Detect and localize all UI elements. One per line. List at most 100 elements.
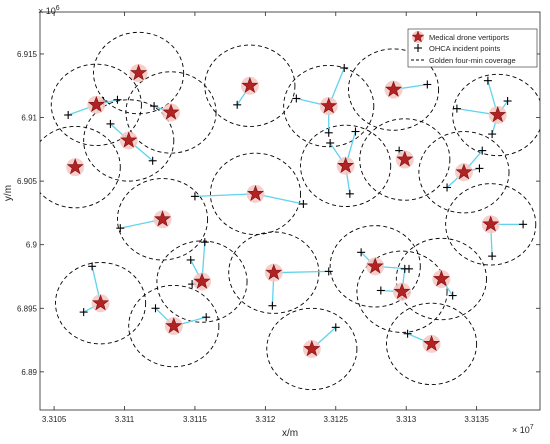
coverage-circle-24	[386, 302, 478, 386]
vertiport-star-4	[119, 131, 138, 150]
incident-marker-23-1	[331, 323, 340, 332]
vertiport-star-24	[422, 334, 441, 353]
x-tick-label-1: 3.3105	[42, 415, 67, 424]
incident-marker-7-1	[292, 94, 301, 103]
incident-marker-10-2	[351, 127, 360, 136]
x-tick-label-4: 3.312	[255, 415, 276, 424]
coverage-circle-2	[50, 63, 142, 146]
incident-marker-17-2	[268, 301, 277, 310]
coverage-circle-22	[128, 284, 220, 368]
incident-marker-9-4	[488, 130, 497, 139]
x-tick-label-6: 3.313	[396, 415, 417, 424]
coverage-circle-16	[156, 240, 248, 323]
coverage-circle-19	[356, 250, 448, 333]
incident-marker-16-2	[186, 255, 195, 264]
vertiport-star-16	[192, 272, 211, 291]
incident-marker-8-1	[423, 80, 432, 89]
incident-marker-19-2	[400, 264, 409, 273]
coverage-circle-4	[83, 99, 175, 182]
vertiport-star-13	[246, 184, 265, 203]
incident-marker-2-3	[113, 95, 122, 104]
incident-marker-17-1	[324, 267, 333, 276]
x-tick-label-5: 3.3125	[324, 415, 349, 424]
incident-marker-13-1	[190, 192, 199, 201]
legend-vertiport-marker	[411, 30, 425, 43]
coverage-circle-13	[209, 152, 302, 235]
incident-marker-16-1	[200, 238, 209, 247]
legend-label-incidents: OHCA incident points	[429, 44, 501, 53]
vertiport-star-11	[395, 150, 414, 169]
vertiport-star-15	[481, 215, 500, 234]
coverage-circle-1	[93, 31, 185, 115]
x-tick-label-2: 3.311	[115, 415, 135, 424]
coverage-circle-7	[283, 64, 375, 148]
legend-label-vertiports: Medical drone vertiports	[429, 33, 509, 42]
incident-marker-20-1	[448, 291, 457, 300]
coverage-circle-15	[445, 183, 537, 266]
coverage-circle-8	[348, 48, 440, 131]
coverage-circle-17	[228, 231, 320, 314]
x-tick-label-7: 3.3135	[464, 415, 489, 424]
incident-marker-6-1	[233, 100, 242, 109]
vertiport-star-18	[366, 257, 385, 276]
vertiport-star-20	[432, 270, 451, 289]
incident-marker-9-3	[503, 97, 512, 106]
coverage-circle-6	[204, 44, 296, 127]
vertiport-star-22	[164, 317, 183, 336]
incident-marker-18-1	[357, 248, 366, 257]
incident-marker-12-2	[475, 164, 484, 173]
coverage-circle-3	[125, 71, 217, 154]
y-tick-label-2: 6.895	[17, 304, 38, 313]
coverage-circle-12	[418, 131, 510, 214]
coverage-circle-14	[117, 178, 209, 261]
coverage-circle-20	[395, 237, 487, 321]
incident-marker-10-1	[326, 138, 335, 147]
vertiport-star-7	[319, 97, 338, 116]
vertiport-star-19	[392, 282, 411, 301]
incident-marker-22-2	[202, 313, 211, 322]
coverage-circles	[40, 31, 540, 391]
legend-label-coverage: Golden four-min coverage	[429, 56, 516, 65]
x-exponent-label: × 107	[512, 424, 534, 435]
incident-marker-7-2	[340, 63, 349, 72]
y-tick-label-4: 6.905	[17, 177, 38, 186]
vertiport-star-9	[488, 105, 507, 124]
vertiport-star-2	[87, 95, 106, 114]
incident-marker-15-2	[488, 252, 497, 261]
y-tick-label-1: 6.89	[21, 368, 37, 377]
coverage-circle-23	[266, 307, 358, 391]
vertiport-star-1	[129, 64, 148, 83]
incident-marker-12-3	[478, 146, 487, 155]
vertiport-star-12	[454, 163, 473, 182]
plot-frame	[39, 11, 541, 411]
vertiport-star-17	[264, 263, 283, 282]
incident-marker-14-1	[116, 224, 125, 233]
vertiport-star-8	[384, 80, 403, 99]
coverage-circle-10	[300, 124, 392, 207]
coverage-circle-9	[452, 73, 540, 157]
vertiport-markers	[66, 64, 507, 358]
incident-marker-12-1	[443, 183, 452, 192]
vertiport-star-3	[161, 103, 180, 122]
y-axis-label: y/m	[3, 185, 14, 201]
coverage-circle-11	[359, 118, 451, 201]
incident-marker-15-1	[519, 220, 528, 229]
incident-marker-7-3	[324, 128, 333, 137]
x-axis-label: x/m	[282, 428, 298, 439]
y-tick-label-3: 6.9	[26, 241, 38, 250]
incident-points	[64, 63, 528, 338]
y-tick-label-5: 6.91	[21, 114, 37, 123]
incident-marker-24-1	[403, 329, 412, 338]
incident-marker-22-1	[151, 304, 160, 313]
legend-incident-marker	[414, 44, 422, 52]
assignment-link-17-1	[273, 270, 329, 274]
plot-area	[40, 12, 540, 410]
vertiport-star-21	[91, 294, 110, 313]
incident-marker-4-1	[106, 119, 115, 128]
x-axis-ticks: 3.3105 3.311 3.3115 3.312 3.3125 3.313 3.3135	[42, 12, 489, 424]
vertiport-star-6	[240, 76, 259, 95]
incident-marker-4-2	[148, 156, 157, 165]
incident-marker-10-3	[345, 189, 354, 198]
y-exponent-label: × 106	[38, 5, 60, 16]
